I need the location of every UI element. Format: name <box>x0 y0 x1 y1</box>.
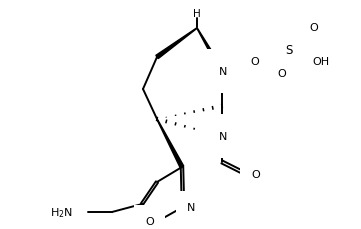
Text: O: O <box>145 216 154 226</box>
Text: N: N <box>187 202 195 212</box>
Text: N: N <box>219 67 227 77</box>
Text: H: H <box>193 9 201 19</box>
Text: N: N <box>219 131 227 141</box>
Text: O: O <box>251 169 260 179</box>
Polygon shape <box>157 119 184 168</box>
Text: O: O <box>251 57 259 67</box>
Polygon shape <box>156 29 197 59</box>
Text: S: S <box>285 43 293 56</box>
Text: O: O <box>309 23 318 33</box>
Polygon shape <box>197 29 224 73</box>
Text: H$_2$N: H$_2$N <box>50 205 73 219</box>
Text: O: O <box>278 69 286 79</box>
Text: OH: OH <box>312 57 329 67</box>
